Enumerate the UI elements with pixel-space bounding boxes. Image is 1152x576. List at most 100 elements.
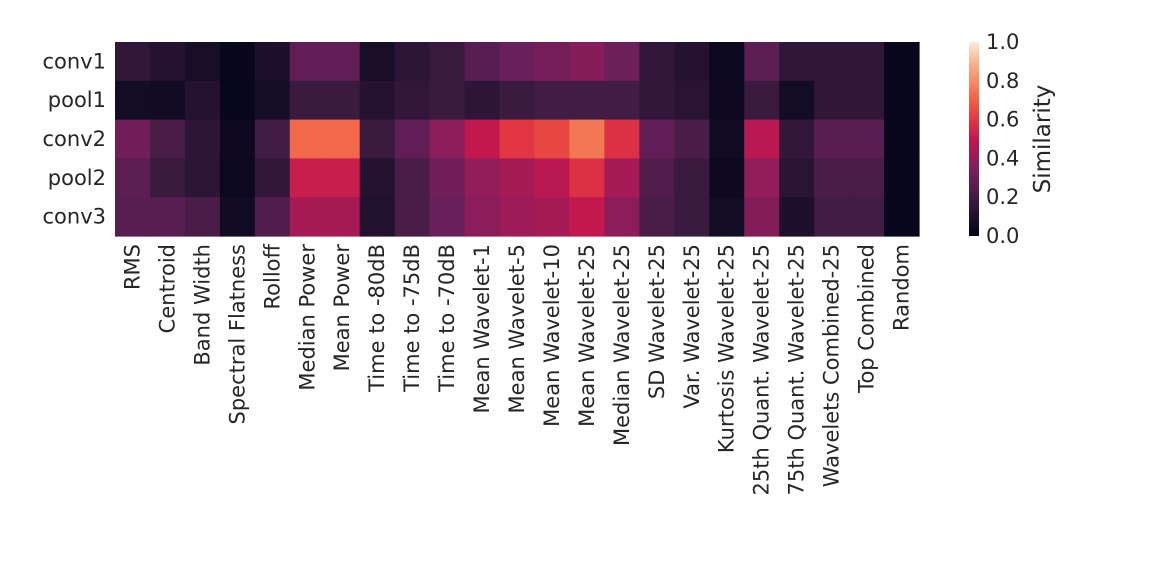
heatmap-cell [744,158,780,198]
heatmap-cell [639,80,675,121]
heatmap-cell [604,158,640,198]
heatmap-cell [184,119,221,159]
heatmap-cell [674,42,710,82]
heatmap-cell [464,80,501,121]
colorbar-tick-label: 0.6 [986,108,1019,132]
heatmap-cell [464,42,501,82]
column-label: Var. Wavelet-25 [680,244,704,409]
heatmap-cell [744,80,780,121]
column-label: Median Power [295,244,319,391]
column-label: Mean Wavelet-1 [470,244,494,413]
heatmap-cell [429,119,466,159]
heatmap-cell [569,158,605,198]
heatmap-cell [639,119,675,159]
heatmap-cell [849,158,885,198]
colorbar-gradient [969,42,979,236]
heatmap-cell [359,80,396,121]
heatmap-cell [254,197,291,237]
heatmap-cell [324,80,361,121]
column-labels: RMS Centroid Band Width Spectral Flatness Ro… [120,243,913,495]
column-label: Time to -80dB [365,244,389,393]
heatmap-cell [709,119,745,159]
heatmap-cell [709,80,745,121]
heatmap-cell [219,158,256,198]
column-label: Mean Power [330,244,354,372]
colorbar-tick-label: 0.4 [986,146,1019,170]
heatmap-cell [254,42,291,82]
colorbar-label: Similarity [1030,85,1056,194]
heatmap-cell [534,158,571,198]
heatmap-cell [709,42,745,82]
column-label: Kurtosis Wavelet-25 [715,244,739,453]
heatmap-cell [884,80,920,121]
heatmap-cell [534,80,571,121]
heatmap-cell [499,158,536,198]
heatmap-cell [744,42,780,82]
column-label: Wavelets Combined-25 [820,244,844,487]
heatmap-cell [534,197,571,237]
heatmap-cell [884,197,920,237]
heatmap-cell [849,119,885,159]
heatmap-cell [464,197,501,237]
column-label: Centroid [155,244,179,333]
column-label: Median Wavelet-25 [610,244,634,446]
heatmap-cell [849,197,885,237]
heatmap-cell [849,80,885,121]
heatmap-cell [394,197,431,237]
heatmap-cell [779,80,815,121]
heatmap-cell [779,42,815,82]
column-label: Mean Wavelet-25 [575,244,599,427]
heatmap-cell [464,158,501,198]
column-label: SD Wavelet-25 [645,244,669,399]
row-label: conv3 [43,205,107,229]
heatmap-cell [289,80,326,121]
heatmap-cell [639,158,675,198]
heatmap-cell [219,42,256,82]
colorbar-tick-label: 0.8 [986,69,1019,93]
heatmap-cell [289,197,326,237]
heatmap-cell [394,42,431,82]
column-label: Spectral Flatness [225,244,249,424]
colorbar: 0.0 0.2 0.4 0.6 0.8 1.0 Similarity [969,30,1056,248]
heatmap-cell [674,80,710,121]
heatmap-cell [149,80,186,121]
heatmap-cell [779,119,815,159]
heatmap-cell [429,197,466,237]
heatmap-cell [429,158,466,198]
column-label: Band Width [190,244,214,366]
heatmap-cell [534,119,571,159]
heatmap-cell [359,197,396,237]
heatmap-cell [219,197,256,237]
heatmap-cell [254,80,291,121]
heatmap-cell [884,158,920,198]
heatmap-cell [499,42,536,82]
heatmap-cell [639,197,675,237]
heatmap-cell [184,80,221,121]
heatmap-cell [184,158,221,198]
heatmap-cell [604,42,640,82]
column-label: Top Combined [855,244,879,394]
heatmap-cell [324,197,361,237]
column-label: Rolloff [260,243,284,309]
heatmap-cell [115,119,151,159]
heatmap-cell [569,80,605,121]
heatmap-cell [429,80,466,121]
heatmap-cell [184,197,221,237]
heatmap-cell [289,158,326,198]
heatmap-cell [464,119,501,159]
heatmap-cell [849,42,885,82]
heatmap-cell [814,42,850,82]
heatmap-cell [394,119,431,159]
heatmap-cell [674,197,710,237]
heatmap-cell [499,197,536,237]
colorbar-tick-label: 0.2 [986,185,1019,209]
heatmap-cell [359,158,396,198]
row-label: conv2 [43,127,107,151]
column-label: 25th Quant. Wavelet-25 [750,244,774,495]
heatmap-cell [814,80,850,121]
row-labels: conv1 pool1 conv2 pool2 conv3 [43,49,107,228]
heatmap-cell [534,42,571,82]
heatmap-cell [394,158,431,198]
heatmap-cell [219,119,256,159]
